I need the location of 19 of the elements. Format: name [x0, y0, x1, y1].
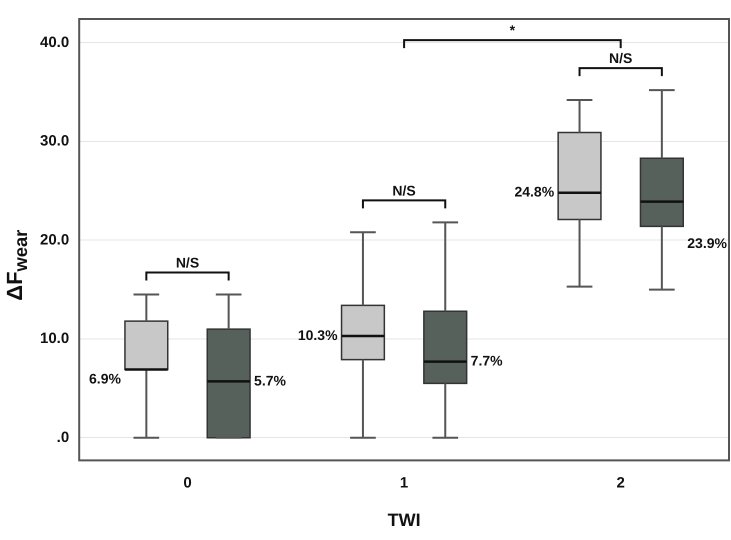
y-tick-label: 40.0 [40, 34, 70, 51]
annotation: N/S [609, 50, 632, 66]
text: 23.9% [687, 235, 727, 252]
annotation: * [510, 22, 516, 38]
text: 24.8% [514, 184, 554, 200]
x-tick-label: 2 [616, 474, 625, 492]
annotation: N/S [176, 254, 200, 270]
text: 6.9% [89, 370, 121, 386]
y-tick-label: 20.0 [40, 231, 70, 248]
y-tick-label: 30.0 [40, 132, 70, 150]
text: 7.7% [470, 352, 503, 369]
x-tick-label: 1 [400, 474, 408, 492]
annotation: N/S [392, 182, 416, 198]
text: 5.7% [254, 372, 286, 388]
x-tick-label: 0 [183, 474, 192, 492]
text: 10.3% [298, 326, 338, 343]
x-axis-title: TWI [388, 510, 421, 530]
y-tick-label: 10.0 [40, 330, 70, 348]
y-tick-label: .0 [56, 428, 70, 446]
